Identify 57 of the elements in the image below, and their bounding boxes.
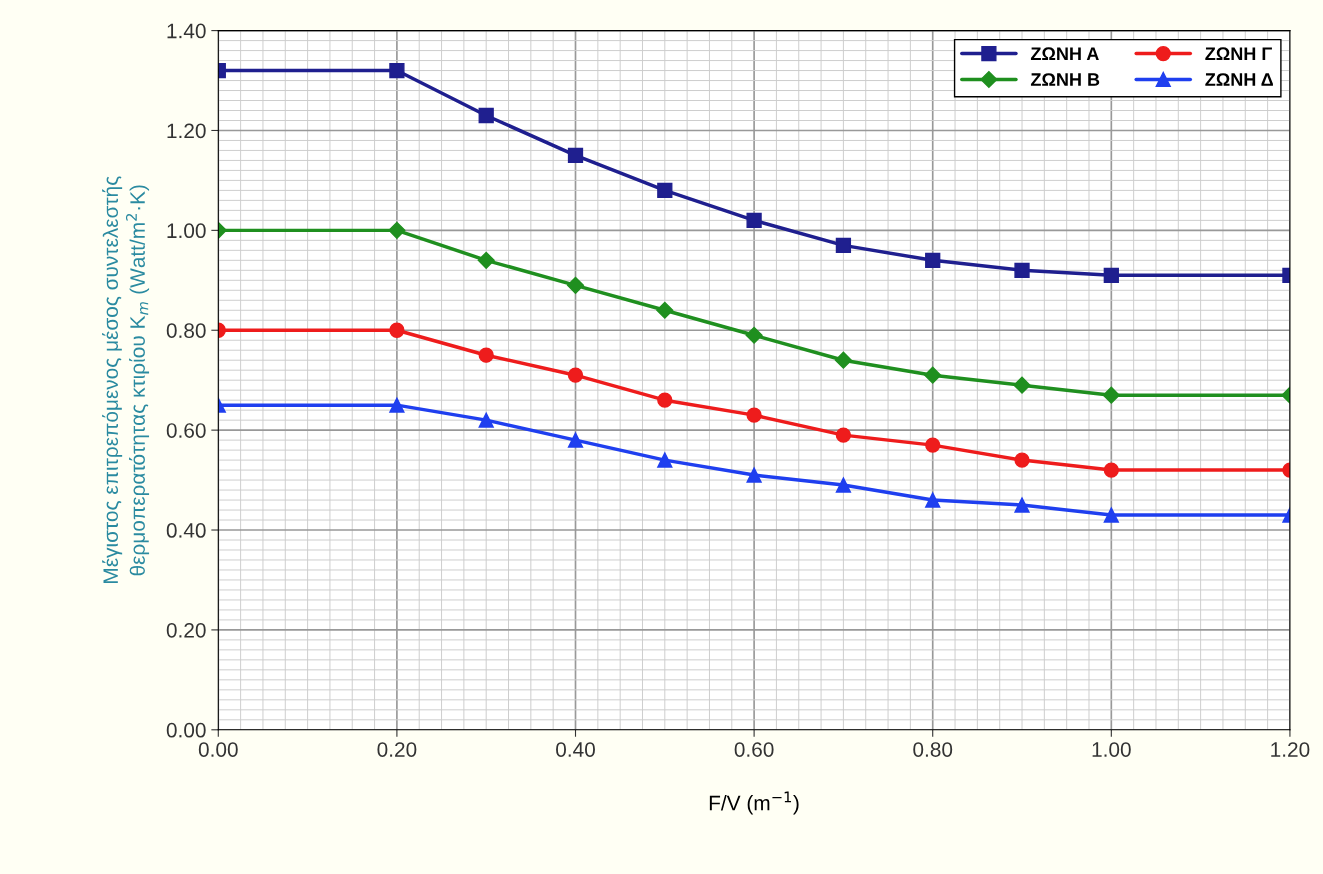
x-tick-label: 0.20 <box>377 742 417 757</box>
point <box>924 366 942 384</box>
point <box>657 392 673 408</box>
point <box>1014 497 1030 513</box>
point <box>1103 462 1119 478</box>
point <box>657 452 673 468</box>
y-tick-label: 0.20 <box>166 622 206 638</box>
point <box>925 437 941 453</box>
point <box>835 427 852 443</box>
x-tick-label: 0.00 <box>198 742 238 757</box>
x-tick-label: 1.20 <box>1271 742 1310 757</box>
point <box>567 367 584 383</box>
legend-label: ΖΩΝΗ Α <box>1030 47 1099 60</box>
point <box>656 301 674 319</box>
point <box>834 351 852 369</box>
y-tick-label: 1.20 <box>167 123 206 139</box>
legend-label: ΖΩΝΗ Β <box>1030 73 1100 86</box>
point <box>477 251 495 269</box>
point <box>657 182 673 199</box>
point <box>478 107 494 124</box>
y-tick-label: 0.80 <box>166 323 206 338</box>
y-axis-title: Μέγιστος επιτρεπόμενος μέσος συντελεστής θερμοπερατότητας κτιρίου K$_{m}$ (Watt/m$^{2}$·K) <box>102 176 150 583</box>
point <box>746 407 762 423</box>
point <box>745 326 763 344</box>
y-tick-label: 0.00 <box>166 722 206 738</box>
point <box>478 412 494 428</box>
point <box>835 477 852 493</box>
point <box>1103 507 1119 523</box>
point <box>478 347 494 363</box>
y-tick-label: 1.00 <box>167 223 206 239</box>
point <box>835 237 852 253</box>
x-tick-label: 0.60 <box>734 742 774 757</box>
point <box>1014 452 1030 468</box>
point <box>1014 262 1030 278</box>
point <box>746 467 762 483</box>
y-tick-label: 0.60 <box>166 423 206 438</box>
x-tick-label: 0.40 <box>556 742 595 757</box>
x-axis-title: F/V (m$^{−1}$) <box>709 791 799 815</box>
point <box>389 62 405 79</box>
x-tick-label: 0.80 <box>913 742 953 757</box>
point <box>567 147 584 164</box>
y-tick-label: 1.40 <box>167 23 206 39</box>
point <box>1013 376 1031 394</box>
point <box>389 322 405 338</box>
point <box>1102 386 1120 404</box>
legend-label: ΖΩΝΗ Γ <box>1205 47 1272 60</box>
point <box>566 276 585 294</box>
point <box>388 221 406 239</box>
point <box>389 397 405 413</box>
x-tick-label: 1.00 <box>1092 742 1131 757</box>
point <box>925 492 941 508</box>
legend-label: ΖΩΝΗ Δ <box>1205 73 1273 86</box>
y-tick-label: 0.40 <box>166 523 206 538</box>
point <box>746 212 762 229</box>
point <box>1103 267 1119 283</box>
point <box>925 252 941 268</box>
point <box>567 432 584 448</box>
